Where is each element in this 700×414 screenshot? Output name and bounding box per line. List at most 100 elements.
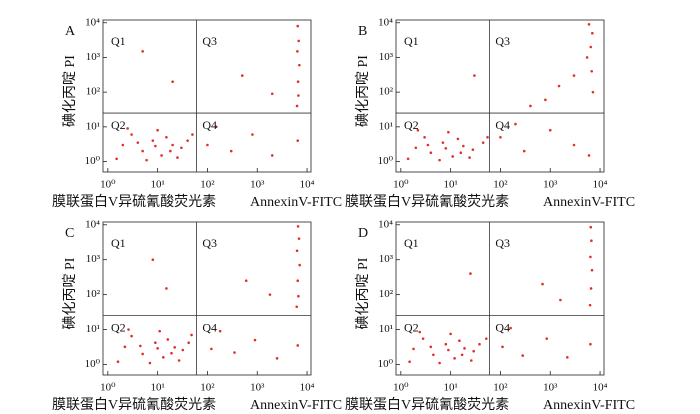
x-tick-label: 10¹ xyxy=(150,179,164,191)
data-point xyxy=(130,133,133,136)
panel-label: B xyxy=(358,24,367,39)
data-point xyxy=(472,349,475,353)
x-tick-label: 10⁴ xyxy=(300,382,315,394)
quadrant-label: Q2 xyxy=(111,320,126,334)
y-tick-label: 10⁰ xyxy=(85,155,101,167)
x-tick-label: 10¹ xyxy=(443,179,457,191)
data-point xyxy=(572,74,576,77)
data-point xyxy=(444,147,448,150)
data-point xyxy=(296,80,300,84)
data-point xyxy=(447,130,450,134)
data-point xyxy=(521,354,525,357)
data-point xyxy=(218,329,222,333)
data-point xyxy=(412,347,415,351)
data-point xyxy=(141,50,144,53)
quadrant-label: Q2 xyxy=(404,118,419,132)
data-point xyxy=(469,272,472,275)
data-point xyxy=(297,39,301,43)
panel: C 10⁰ 10¹ 10² 10³ 10⁴ 10⁰ 10¹ 10² 10³ 10⁴ Q1 Q2 Q3 Q4 碘… xyxy=(52,218,342,413)
data-point xyxy=(591,90,595,94)
data-point xyxy=(416,128,420,132)
data-point xyxy=(559,298,562,302)
x-tick-label: 10² xyxy=(200,382,215,394)
data-point xyxy=(470,359,473,362)
data-point xyxy=(296,24,300,28)
data-point xyxy=(587,154,591,157)
data-point xyxy=(432,353,435,357)
y-tick-label: 10⁴ xyxy=(85,218,100,230)
data-point xyxy=(588,303,592,307)
data-point xyxy=(473,74,476,77)
data-point xyxy=(177,359,181,362)
data-point xyxy=(441,141,445,144)
x-tick-label: 10⁰ xyxy=(100,382,116,394)
data-point xyxy=(589,342,592,346)
data-point xyxy=(270,154,274,157)
data-point xyxy=(296,225,300,228)
data-point xyxy=(176,156,179,159)
data-point xyxy=(468,156,471,159)
data-point xyxy=(587,23,591,26)
data-point xyxy=(206,143,209,147)
data-point xyxy=(509,326,512,330)
data-point xyxy=(148,361,152,365)
x-tick-label: 10⁴ xyxy=(593,382,608,394)
data-point xyxy=(297,294,300,298)
quadrant-label: Q3 xyxy=(202,34,217,48)
data-point xyxy=(590,268,594,272)
data-point xyxy=(298,63,301,67)
y-tick-label: 10¹ xyxy=(379,323,393,335)
data-point xyxy=(214,125,218,129)
data-point xyxy=(115,157,118,161)
x-axis-label: 膜联蛋白V异硫氰酸荧光素 xyxy=(345,396,509,413)
data-point xyxy=(126,127,129,130)
data-point xyxy=(127,328,130,331)
y-tick-label: 10³ xyxy=(379,253,394,265)
data-point xyxy=(471,148,475,151)
data-point xyxy=(296,139,300,142)
x-axis-label: 膜联蛋白V异硫氰酸荧光素 xyxy=(52,396,216,413)
data-point xyxy=(229,149,233,153)
data-point xyxy=(165,135,168,139)
data-point xyxy=(408,360,411,364)
data-point xyxy=(244,279,248,283)
data-point xyxy=(165,287,168,290)
x-tick-label: 10⁰ xyxy=(393,382,409,394)
data-point xyxy=(191,133,194,136)
data-point xyxy=(298,263,301,267)
quadrant-label: Q1 xyxy=(111,236,126,250)
y-tick-label: 10¹ xyxy=(86,323,100,335)
data-point xyxy=(522,149,526,153)
data-point xyxy=(151,258,155,261)
data-point xyxy=(458,339,461,342)
panel: D 10⁰ 10¹ 10² 10³ 10⁴ 10⁰ 10¹ 10² 10³ 10⁴ Q1 Q2 Q3 Q4 碘… xyxy=(345,218,635,413)
data-point xyxy=(589,287,593,290)
data-point xyxy=(154,341,157,345)
data-point xyxy=(456,137,460,141)
data-point xyxy=(151,139,155,142)
x-tick-label: 10³ xyxy=(543,179,558,191)
data-point xyxy=(529,104,532,108)
data-point xyxy=(295,104,299,108)
data-point xyxy=(566,356,569,359)
y-tick-label: 10² xyxy=(379,86,394,98)
data-point xyxy=(548,128,552,132)
data-point xyxy=(429,345,433,349)
data-point xyxy=(145,158,148,162)
x-tick-label: 10³ xyxy=(250,179,265,191)
data-point xyxy=(406,157,410,161)
y-axis-label: 碘化丙啶 PI xyxy=(62,257,78,329)
quadrant-label: Q1 xyxy=(404,34,419,48)
x-tick-label: 10¹ xyxy=(443,382,457,394)
x-tick-label: 10⁰ xyxy=(100,179,116,191)
data-point xyxy=(154,144,157,148)
data-point xyxy=(541,282,544,286)
quadrant-label: Q1 xyxy=(111,34,126,48)
y-axis-label: 碘化丙啶 PI xyxy=(355,55,371,127)
y-tick-label: 10² xyxy=(86,288,101,300)
data-point xyxy=(170,351,173,355)
data-point xyxy=(141,352,144,356)
data-point xyxy=(463,347,466,350)
data-point xyxy=(544,98,547,102)
